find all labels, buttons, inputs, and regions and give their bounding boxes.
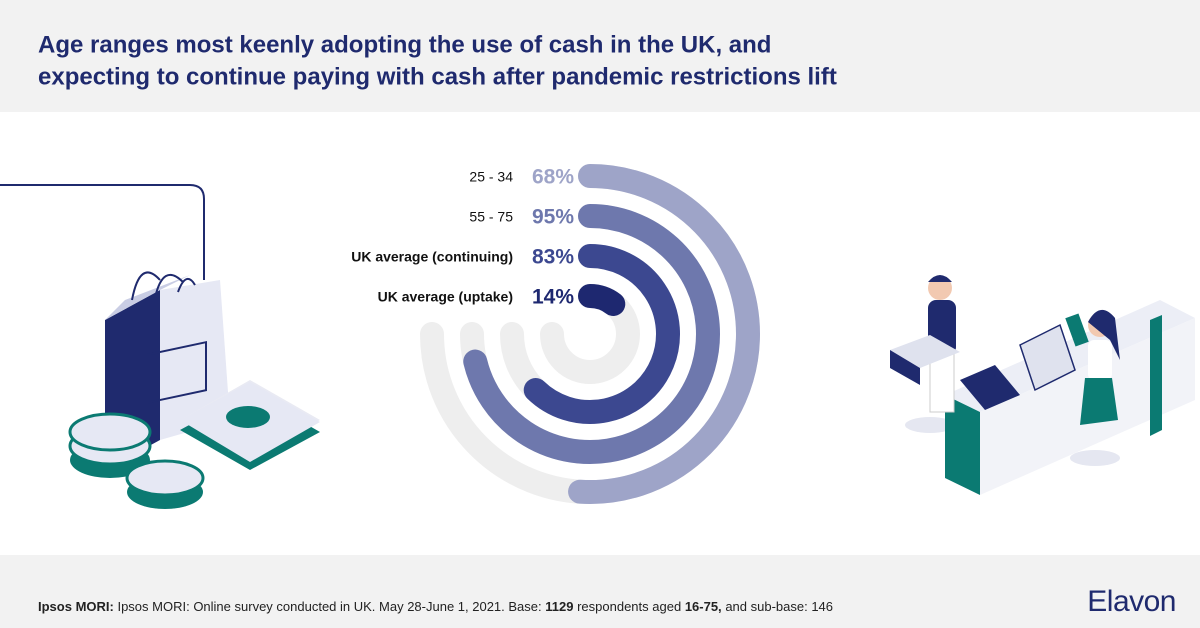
header-band	[0, 0, 1200, 112]
category-label: 55 - 75	[469, 209, 513, 225]
footnote-text: respondents aged	[577, 599, 682, 614]
value-label: 14%	[532, 286, 574, 309]
labels: 25 - 34 68% 55 - 75 95% UK average (continui…	[351, 166, 574, 309]
radial-bars	[420, 164, 760, 504]
value-label: 95%	[532, 206, 574, 229]
category-label: UK average (continuing)	[351, 249, 513, 265]
footer: Ipsos MORI: Ipsos MORI: Online survey co…	[0, 555, 1200, 628]
category-label: 25 - 34	[469, 169, 513, 185]
logo: Elavon	[1087, 585, 1176, 618]
radial-bar	[523, 244, 680, 424]
footnote: Ipsos MORI: Ipsos MORI: Online survey co…	[38, 599, 833, 614]
radial-bar	[463, 204, 720, 464]
radial-bar	[568, 164, 760, 504]
footnote-text: and sub-base: 146	[725, 599, 834, 614]
value-label: 83%	[532, 246, 574, 269]
category-label: UK average (uptake)	[378, 289, 513, 305]
radial-bar	[578, 284, 626, 316]
footnote-source: Ipsos MORI:	[38, 599, 114, 614]
value-label: 68%	[532, 166, 574, 189]
chart-title: Age ranges most keenly adopting the use …	[38, 31, 771, 58]
chart-subtitle: expecting to continue paying with cash a…	[38, 63, 837, 90]
shopping-illustration	[0, 184, 320, 509]
footnote-ages: 16-75,	[684, 599, 722, 614]
chart: Age ranges most keenly adopting the use …	[0, 0, 1200, 509]
shop-illustration	[890, 275, 1195, 495]
footnote-base: 1129	[545, 599, 574, 614]
footnote-text: Ipsos MORI: Online survey conducted in U…	[117, 599, 542, 614]
